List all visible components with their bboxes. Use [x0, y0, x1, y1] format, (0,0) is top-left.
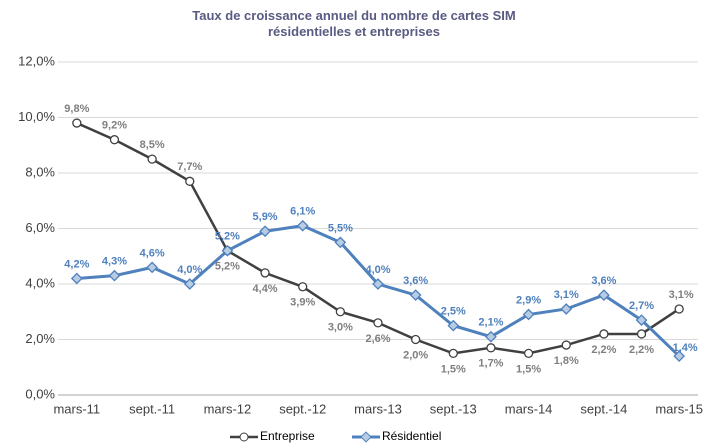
x-tick-label: sept.-12 — [279, 401, 326, 416]
x-tick-label: mars-13 — [354, 401, 402, 416]
data-label: 1,4% — [673, 342, 698, 354]
marker — [448, 348, 458, 359]
y-tick-label: 8,0% — [25, 164, 55, 179]
data-label: 1,8% — [554, 355, 579, 367]
marker — [298, 282, 308, 292]
data-label: 4,0% — [365, 264, 390, 276]
data-label: 4,4% — [253, 283, 278, 295]
data-label: 1,5% — [516, 363, 541, 375]
marker — [296, 219, 309, 232]
marker — [334, 236, 347, 249]
marker — [185, 176, 195, 186]
data-label: 8,5% — [140, 139, 165, 151]
y-tick-label: 4,0% — [25, 275, 55, 290]
marker — [221, 244, 234, 257]
chart-title: Taux de croissance annuel du nombre de c… — [192, 8, 516, 39]
x-tick-label: sept.-14 — [580, 401, 627, 416]
marker — [410, 334, 421, 345]
marker — [409, 289, 422, 301]
data-label: 2,7% — [629, 300, 654, 312]
data-label: 3,6% — [403, 275, 428, 287]
data-label: 3,1% — [554, 289, 579, 301]
marker — [599, 329, 609, 339]
y-tick-label: 2,0% — [25, 331, 55, 346]
marker — [259, 225, 271, 238]
data-label: 2,5% — [441, 306, 466, 318]
data-label: 7,7% — [177, 161, 202, 173]
data-label: 3,9% — [290, 297, 315, 309]
marker — [335, 307, 346, 317]
marker — [147, 154, 157, 164]
marker — [673, 350, 686, 363]
marker — [372, 278, 384, 290]
marker — [674, 304, 684, 314]
marker — [560, 303, 573, 315]
marker — [109, 135, 120, 145]
marker — [183, 278, 196, 290]
data-label: 5,9% — [253, 211, 278, 223]
data-label: 2,9% — [516, 294, 541, 306]
data-label: 5,2% — [215, 261, 240, 273]
data-label: 1,7% — [478, 358, 503, 370]
marker — [447, 319, 460, 332]
marker — [70, 272, 83, 285]
legend-marker — [360, 431, 372, 443]
marker — [485, 330, 497, 343]
marker — [260, 268, 270, 278]
data-label: 2,2% — [629, 344, 654, 356]
x-tick-label: sept.-11 — [129, 401, 175, 416]
y-tick-label: 10,0% — [18, 109, 55, 124]
legend-label: Entreprise — [260, 429, 315, 443]
data-label: 4,0% — [177, 264, 202, 276]
y-tick-label: 6,0% — [25, 220, 55, 235]
marker — [72, 118, 82, 128]
x-tick-label: sept.-13 — [430, 401, 477, 416]
marker — [108, 269, 121, 282]
marker — [146, 261, 158, 274]
marker — [486, 343, 496, 353]
data-label: 2,2% — [591, 344, 616, 356]
data-label: 2,6% — [365, 333, 390, 345]
marker — [635, 314, 648, 326]
data-label: 3,0% — [328, 322, 353, 334]
data-label: 3,1% — [669, 289, 694, 301]
x-tick-label: mars-15 — [655, 401, 703, 416]
data-label: 4,2% — [64, 258, 89, 270]
data-label: 6,1% — [290, 206, 315, 218]
y-tick-label: 0,0% — [25, 386, 55, 401]
legend-marker — [239, 432, 249, 442]
data-label: 3,6% — [591, 275, 616, 287]
marker — [373, 318, 383, 328]
marker — [636, 329, 647, 339]
marker — [522, 308, 535, 321]
data-label: 4,3% — [102, 256, 127, 268]
data-label: 5,2% — [215, 231, 240, 243]
x-tick-label: mars-12 — [204, 401, 252, 416]
data-label: 1,5% — [441, 363, 466, 375]
data-label: 9,8% — [64, 103, 89, 115]
marker — [561, 340, 571, 350]
legend-label: Résidentiel — [382, 429, 441, 443]
data-label: 2,0% — [403, 349, 428, 361]
data-label: 9,2% — [102, 120, 127, 132]
data-label: 5,5% — [328, 222, 353, 234]
marker — [598, 289, 610, 301]
data-label: 4,6% — [140, 247, 165, 259]
marker — [523, 348, 534, 359]
x-tick-label: mars-14 — [505, 401, 553, 416]
y-tick-label: 12,0% — [18, 53, 55, 68]
x-tick-label: mars-11 — [53, 401, 100, 416]
data-label: 2,1% — [478, 317, 503, 329]
